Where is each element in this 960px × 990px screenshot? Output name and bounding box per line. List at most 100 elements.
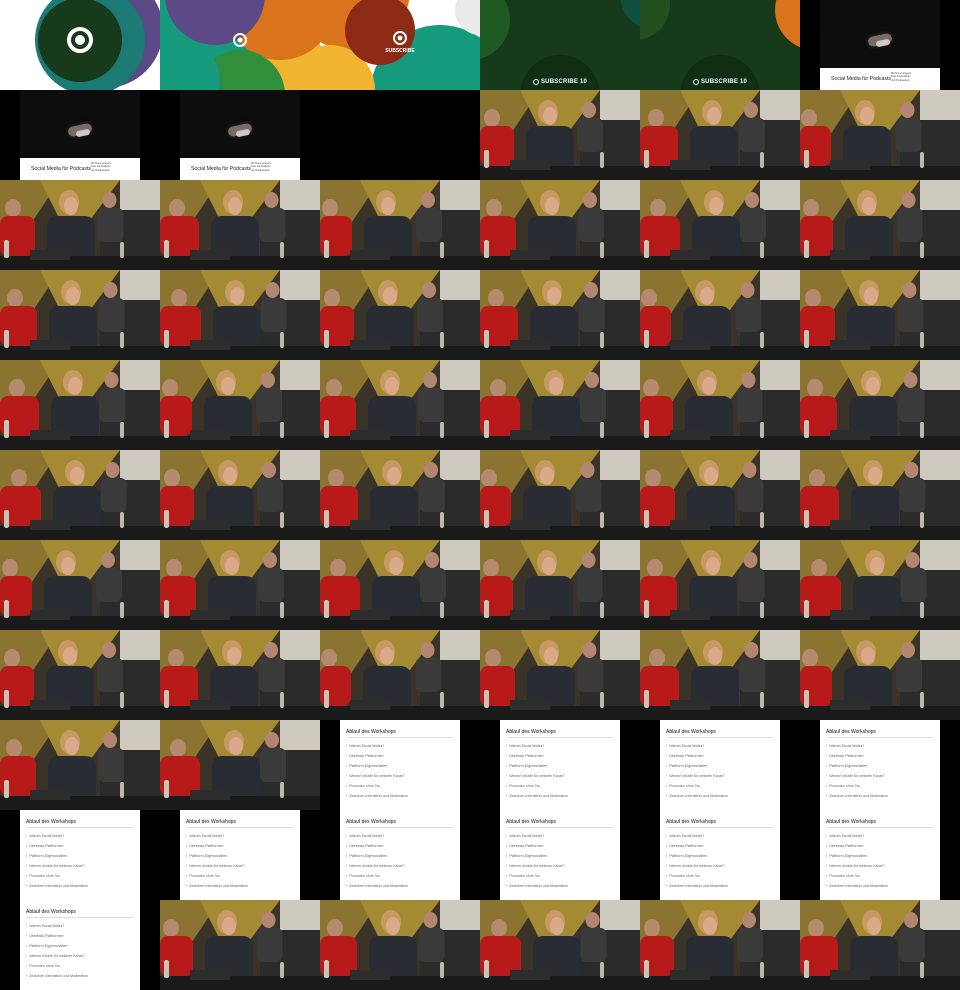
agenda-item: Überblick Plattformen [826, 841, 888, 851]
thumbnail-classroom [800, 900, 960, 990]
agenda-heading: Ablauf des Workshops [506, 819, 556, 825]
classroom-photo [800, 900, 960, 990]
agenda-heading: Ablauf des Workshops [26, 909, 76, 915]
agenda-heading: Ablauf des Workshops [186, 819, 236, 825]
title-background [640, 0, 800, 90]
agenda-item: Plattform-Eigenschaften [826, 761, 888, 771]
thumbnail-black [320, 90, 480, 180]
thumbnail-classroom [0, 540, 160, 630]
agenda-item: Überblick Plattformen [506, 841, 568, 851]
agenda-item: Promoten ohne Tsv [26, 871, 88, 881]
lecture-title: Social Media für Podcasts [191, 166, 251, 172]
thumbnail-agenda: Ablauf des Workshops Warum Social Media?Ü… [480, 810, 640, 900]
agenda-item: Warum Social Media? [666, 831, 728, 841]
caption-bar: Social Media für Podcasts Mit Nora Hesper… [20, 158, 140, 180]
classroom-photo [480, 540, 640, 630]
agenda-item: Zwischen Interaktion und Moderation [506, 791, 568, 801]
agenda-item: Promoten ohne Tsv [826, 871, 888, 881]
agenda-heading: Ablauf des Workshops [666, 729, 716, 735]
classroom-photo [160, 450, 320, 540]
thumbnail-classroom [0, 720, 160, 810]
classroom-photo [320, 630, 480, 720]
classroom-photo [800, 180, 960, 270]
classroom-photo [480, 900, 640, 990]
hand-highlight [875, 38, 891, 48]
hand-highlight [235, 128, 251, 138]
thumbnail-classroom [0, 270, 160, 360]
divider [346, 737, 454, 738]
thumbnail-classroom [160, 360, 320, 450]
subtitle-line: Mit Nora Hespers [91, 162, 112, 165]
agenda-item: Zwischen Interaktion und Moderation [186, 881, 248, 891]
agenda-slide: Ablauf des Workshops Warum Social Media?Ü… [820, 810, 940, 900]
agenda-item: Überblick Plattformen [666, 841, 728, 851]
agenda-list: Warum Social Media?Überblick Plattformen… [346, 741, 408, 801]
classroom-photo [640, 270, 800, 360]
thumbnail-classroom [0, 450, 160, 540]
classroom-photo [160, 720, 320, 810]
agenda-list: Warum Social Media?Überblick Plattformen… [666, 741, 728, 801]
thumbnail-intro-logo [0, 0, 160, 90]
thumbnail-classroom [0, 360, 160, 450]
subtitle-line: freie Journalistin [251, 165, 270, 169]
divider [186, 827, 294, 828]
hand-highlight [75, 128, 91, 138]
agenda-item: Welche Inhalte für welchen Kanal? [506, 861, 568, 871]
agenda-heading: Ablauf des Workshops [26, 819, 76, 825]
agenda-heading: Ablauf des Workshops [666, 819, 716, 825]
classroom-photo [480, 180, 640, 270]
classroom-photo [0, 630, 160, 720]
thumbnail-classroom [800, 180, 960, 270]
thumbnail-classroom [640, 90, 800, 180]
agenda-list: Warum Social Media?Überblick Plattformen… [666, 831, 728, 891]
classroom-photo [320, 900, 480, 990]
classroom-photo [160, 360, 320, 450]
classroom-photo [800, 540, 960, 630]
subscribe-logo-icon [532, 79, 539, 85]
agenda-item: Plattform-Eigenschaften [506, 761, 568, 771]
lecture-title-card: Social Media für Podcasts Mit Nora Hesper… [180, 90, 300, 180]
agenda-list: Warum Social Media?Überblick Plattformen… [346, 831, 408, 891]
subscribe-text: SUBSCRIBE 10 [540, 79, 588, 85]
classroom-photo [800, 90, 960, 180]
classroom-photo [160, 900, 320, 990]
thumbnail-agenda: Ablauf des Workshops Warum Social Media?Ü… [480, 720, 640, 810]
logo-ring-icon [67, 27, 93, 53]
thumbnail-agenda: Ablauf des Workshops Warum Social Media?Ü… [640, 720, 800, 810]
thumbnail-classroom [640, 450, 800, 540]
thumbnail-agenda: Ablauf des Workshops Warum Social Media?Ü… [320, 810, 480, 900]
classroom-photo [480, 90, 640, 180]
thumbnail-classroom [160, 900, 320, 990]
hand-photo [180, 90, 300, 158]
agenda-item: Plattform-Eigenschaften [346, 851, 408, 861]
agenda-item: Welche Inhalte für welchen Kanal? [826, 771, 888, 781]
thumbnail-agenda: Ablauf des Workshops Warum Social Media?Ü… [800, 810, 960, 900]
thumbnail-classroom [800, 630, 960, 720]
agenda-list: Warum Social Media?Überblick Plattformen… [186, 831, 248, 891]
logo-ring-icon [233, 33, 247, 47]
thumbnail-classroom [160, 180, 320, 270]
agenda-item: Plattform-Eigenschaften [666, 851, 728, 861]
caption-bar: Social Media für Podcasts Mit Nora Hesper… [180, 158, 300, 180]
agenda-heading: Ablauf des Workshops [826, 729, 876, 735]
agenda-item: Welche Inhalte für welchen Kanal? [346, 771, 408, 781]
agenda-list: Warum Social Media?Überblick Plattformen… [826, 831, 888, 891]
agenda-heading: Ablauf des Workshops [346, 819, 396, 825]
thumbnail-classroom [640, 900, 800, 990]
lecture-title-card: Social Media für Podcasts Mit Nora Hesper… [820, 0, 940, 90]
thumbnail-lecture-card: Social Media für Podcasts Mit Nora Hesper… [0, 90, 160, 180]
thumbnail-classroom [480, 270, 640, 360]
agenda-item: Warum Social Media? [506, 831, 568, 841]
agenda-slide: Ablauf des Workshops Warum Social Media?Ü… [340, 810, 460, 900]
agenda-item: Promoten ohne Tsv [506, 781, 568, 791]
thumbnail-classroom [480, 90, 640, 180]
thumbnail-classroom [160, 540, 320, 630]
agenda-item: Zwischen Interaktion und Moderation [666, 881, 728, 891]
thumbnail-classroom [320, 270, 480, 360]
thumbnail-classroom [800, 360, 960, 450]
agenda-list: Warum Social Media?Überblick Plattformen… [506, 831, 568, 891]
thumbnail-classroom [320, 360, 480, 450]
thumbnail-agenda: Ablauf des Workshops Warum Social Media?Ü… [320, 720, 480, 810]
divider [666, 827, 774, 828]
classroom-photo [640, 90, 800, 180]
